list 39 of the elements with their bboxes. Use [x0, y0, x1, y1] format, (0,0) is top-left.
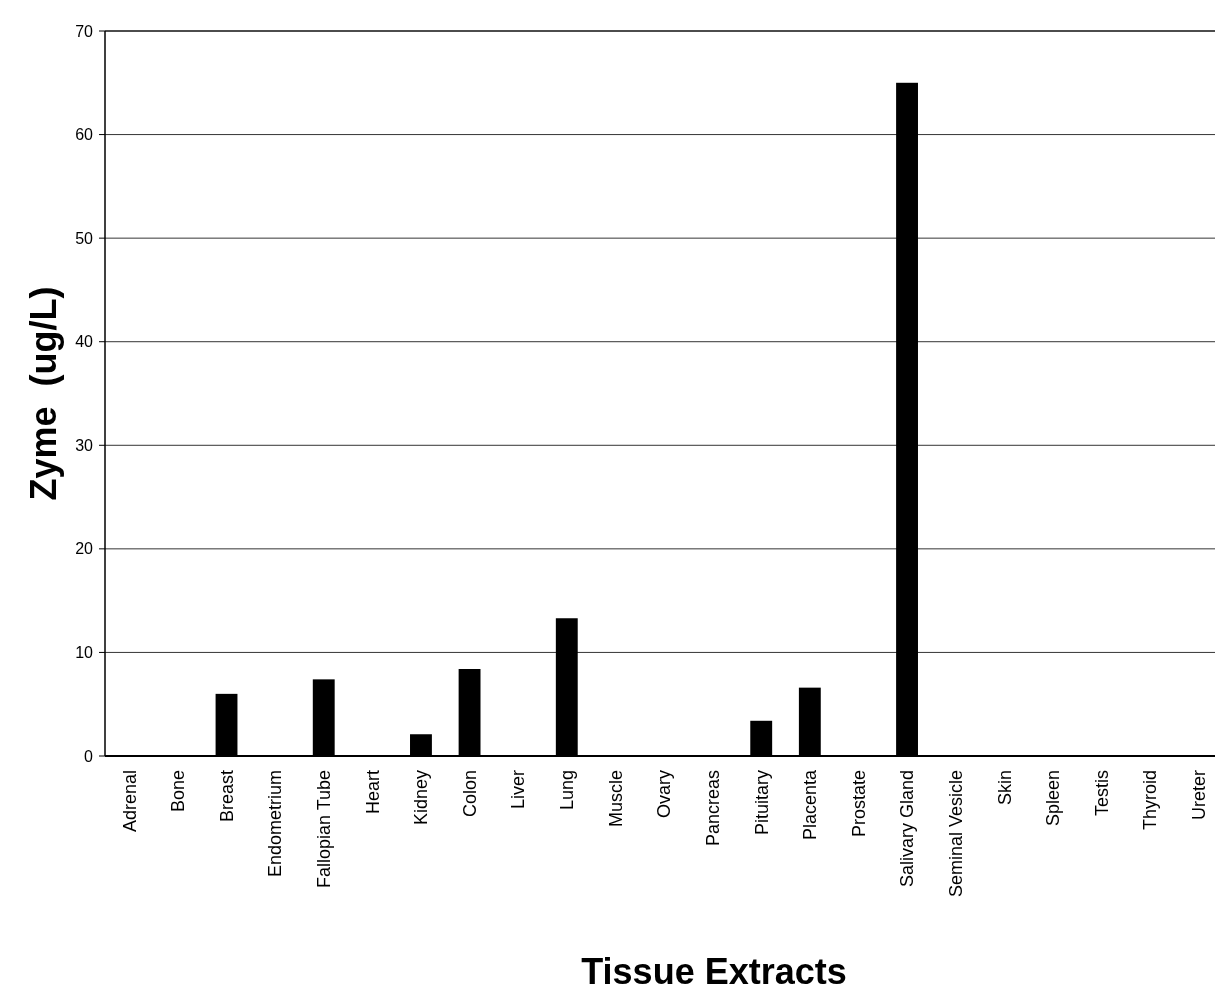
x-tick-label: Pancreas	[702, 770, 723, 847]
x-tick-label: Testis	[1091, 770, 1112, 817]
bar	[312, 679, 335, 756]
x-tick-label: Prostate	[848, 770, 869, 838]
x-tick-label: Ovary	[654, 770, 675, 819]
y-tick-label: 40	[75, 333, 94, 351]
x-tick-label: Spleen	[1043, 770, 1064, 827]
bar	[750, 720, 773, 756]
bar	[410, 734, 432, 756]
x-tick-label: Salivary Gland	[897, 770, 918, 888]
x-tick-label: Placenta	[800, 769, 821, 841]
x-tick-label: Kidney	[411, 770, 432, 826]
x-tick-label: Muscle	[605, 770, 626, 828]
y-tick-label: 20	[75, 540, 94, 558]
bar	[458, 669, 481, 756]
x-tick-label: Seminal Vesicle	[945, 770, 966, 898]
x-tick-label: Heart	[362, 770, 383, 815]
x-tick-label: Endometrium	[265, 770, 286, 878]
y-tick-label: 30	[75, 436, 94, 454]
y-tick-label: 50	[75, 229, 94, 247]
x-tick-label: Breast	[216, 770, 237, 823]
x-tick-label: Skin	[994, 770, 1015, 806]
x-tick-label: Thyroid	[1140, 770, 1161, 831]
x-tick-label: Liver	[508, 770, 529, 810]
y-tick-label: 10	[75, 644, 94, 662]
x-tick-label: Adrenal	[119, 770, 140, 833]
y-tick-label: 0	[84, 747, 94, 765]
x-tick-label: Colon	[459, 770, 480, 818]
x-tick-label: Pituitary	[751, 770, 772, 836]
y-tick-label: 70	[75, 22, 94, 40]
x-tick-label: Fallopian Tube	[314, 770, 335, 889]
x-axis-title: Tissue Extracts	[581, 951, 847, 984]
x-tick-label: Lung	[557, 770, 578, 811]
y-tick-label: 60	[75, 126, 94, 144]
bar	[798, 687, 821, 756]
y-axis-title: Zyme (ug/L)	[23, 286, 64, 501]
bar	[215, 693, 238, 756]
x-tick-label: Ureter	[1189, 770, 1209, 821]
x-tick-label: Bone	[168, 770, 189, 813]
